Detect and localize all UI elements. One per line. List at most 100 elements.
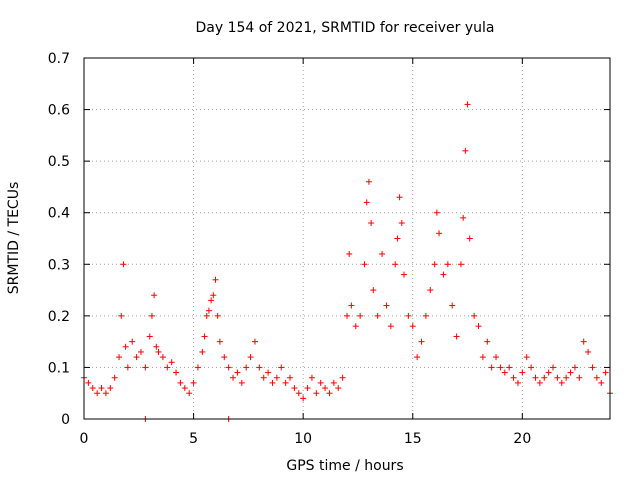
data-point xyxy=(514,379,521,386)
data-point xyxy=(201,333,208,340)
data-point xyxy=(357,312,364,319)
data-point xyxy=(107,385,114,392)
data-point xyxy=(363,199,370,206)
data-point xyxy=(210,292,217,299)
data-point xyxy=(194,364,201,371)
data-point xyxy=(326,390,333,397)
data-point xyxy=(576,374,583,381)
data-point xyxy=(506,364,513,371)
data-point xyxy=(444,261,451,268)
data-point xyxy=(405,312,412,319)
x-tick-label: 0 xyxy=(80,431,89,447)
y-tick-label: 0.1 xyxy=(48,360,70,376)
data-point xyxy=(102,390,109,397)
data-point xyxy=(580,338,587,345)
data-point xyxy=(475,323,482,330)
data-point xyxy=(563,374,570,381)
data-point xyxy=(133,354,140,361)
data-point xyxy=(300,395,307,402)
data-point xyxy=(550,364,557,371)
data-point xyxy=(510,374,517,381)
data-point xyxy=(317,379,324,386)
data-point xyxy=(238,379,245,386)
data-point xyxy=(212,276,219,283)
data-point xyxy=(545,369,552,376)
data-point xyxy=(181,385,188,392)
data-point xyxy=(528,364,535,371)
x-tick-labels: 0 5 10 15 20 xyxy=(80,431,532,447)
data-point xyxy=(221,354,228,361)
data-point xyxy=(348,302,355,309)
data-point xyxy=(392,261,399,268)
data-point xyxy=(346,250,353,257)
data-point xyxy=(523,354,530,361)
data-point xyxy=(422,312,429,319)
data-point xyxy=(536,379,543,386)
data-point xyxy=(466,235,473,242)
y-tick-label: 0.4 xyxy=(48,206,70,222)
data-point xyxy=(462,147,469,154)
data-point xyxy=(427,287,434,294)
data-point xyxy=(265,369,272,376)
data-point xyxy=(488,364,495,371)
data-point xyxy=(137,348,144,355)
data-point xyxy=(251,338,258,345)
data-point xyxy=(370,287,377,294)
data-point xyxy=(151,292,158,299)
chart-title: Day 154 of 2021, SRMTID for receiver yul… xyxy=(195,20,494,36)
data-point xyxy=(368,220,375,227)
x-tick-label: 10 xyxy=(294,431,312,447)
data-point xyxy=(118,312,125,319)
x-axis-label: GPS time / hours xyxy=(286,458,403,474)
data-point xyxy=(168,359,175,366)
data-point xyxy=(98,385,105,392)
data-point xyxy=(497,364,504,371)
y-tick-label: 0.2 xyxy=(48,309,70,325)
data-point xyxy=(471,312,478,319)
data-point xyxy=(122,343,129,350)
data-point xyxy=(440,271,447,278)
data-point xyxy=(398,220,405,227)
data-point xyxy=(295,390,302,397)
data-point xyxy=(89,385,96,392)
gridlines xyxy=(84,58,610,419)
data-point xyxy=(374,312,381,319)
x-tick-label: 5 xyxy=(189,431,198,447)
data-point xyxy=(291,385,298,392)
data-point xyxy=(501,369,508,376)
data-point xyxy=(129,338,136,345)
data-point xyxy=(460,214,467,221)
data-point xyxy=(567,369,574,376)
plot-frame xyxy=(83,57,611,420)
data-point xyxy=(142,364,149,371)
data-point xyxy=(186,390,193,397)
data-point xyxy=(344,312,350,319)
data-point xyxy=(479,354,486,361)
data-point xyxy=(203,312,210,319)
data-point xyxy=(449,302,456,309)
data-point xyxy=(330,379,337,386)
data-point xyxy=(120,261,127,268)
data-point xyxy=(269,379,276,386)
data-point xyxy=(387,323,394,330)
y-tick-label: 0.6 xyxy=(48,103,70,119)
data-point xyxy=(541,374,548,381)
data-point xyxy=(585,348,592,355)
data-point xyxy=(335,385,342,392)
data-point xyxy=(234,369,241,376)
data-point xyxy=(111,374,118,381)
data-point xyxy=(247,354,254,361)
data-point xyxy=(85,379,92,386)
data-point xyxy=(322,385,329,392)
y-tick-labels: 0 0.1 0.2 0.3 0.4 0.5 0.6 0.7 xyxy=(48,51,70,428)
data-point xyxy=(124,364,131,371)
data-point xyxy=(593,374,600,381)
data-point xyxy=(394,235,401,242)
data-point xyxy=(365,178,372,185)
data-point xyxy=(214,312,221,319)
y-tick-label: 0.7 xyxy=(48,51,70,67)
data-point xyxy=(589,364,596,371)
data-point xyxy=(414,354,421,361)
data-point xyxy=(278,364,285,371)
data-point xyxy=(339,374,346,381)
